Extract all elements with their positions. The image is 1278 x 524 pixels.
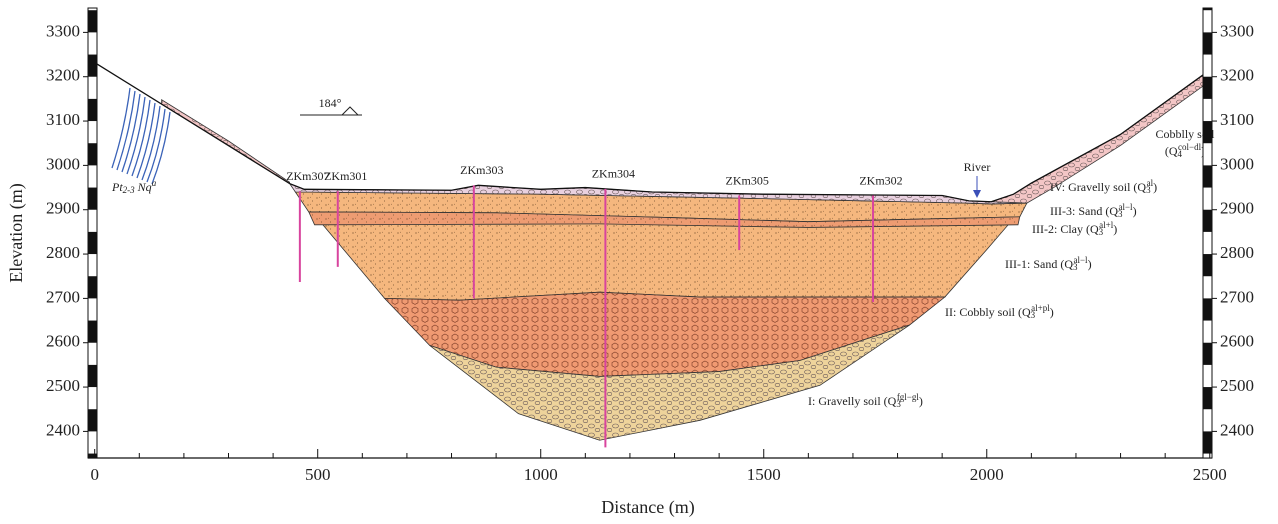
- borehole-label: ZKm304: [592, 167, 635, 181]
- label-part: fgl−gl: [897, 392, 920, 402]
- elevation-bar-block: [1203, 121, 1212, 143]
- elevation-bar-block: [1203, 210, 1212, 232]
- elevation-bar-block: [1203, 8, 1212, 10]
- elevation-bar-block: [88, 321, 97, 343]
- layer-label: II: Cobbly soil (Q3al+pl): [945, 303, 1054, 320]
- x-tick-label: 500: [305, 465, 331, 484]
- label-part: al−l: [1073, 255, 1088, 265]
- label-part: al+pl: [1031, 303, 1050, 313]
- label-part: al+l: [1099, 220, 1114, 230]
- elevation-bar-block: [1203, 254, 1212, 276]
- y-tick-label: 2900: [46, 199, 80, 218]
- y2-tick-label: 2700: [1220, 287, 1254, 306]
- elevation-bar-block: [88, 143, 97, 165]
- y2-tick-label: 3000: [1220, 154, 1254, 173]
- label-part: (Q: [1165, 144, 1178, 158]
- borehole-label: ZKm305: [726, 173, 769, 187]
- y2-tick-label: 3200: [1220, 66, 1254, 85]
- y2-tick-label: 2500: [1220, 376, 1254, 395]
- layer-label: I: Gravelly soil (Q3fgl−gl): [808, 392, 923, 409]
- x-tick-label: 2500: [1193, 465, 1227, 484]
- label-part: Pt: [111, 180, 123, 194]
- elevation-bar-block: [88, 365, 97, 387]
- y-tick-label: 2400: [46, 420, 80, 439]
- label-part: col−dl: [1178, 142, 1202, 152]
- layer-label: III-1: Sand (Q3al−l): [1005, 255, 1092, 272]
- elevation-bar-block: [88, 454, 97, 458]
- y2-tick-label: 3300: [1220, 21, 1254, 40]
- y-tick-label: 2800: [46, 243, 80, 262]
- x-axis-title: Distance (m): [601, 497, 694, 518]
- label-part: III-3: Sand (Q: [1050, 204, 1118, 218]
- layer-label: (Q4col−dl): [1165, 142, 1205, 159]
- elevation-bar-block: [1203, 32, 1212, 54]
- label-part: IV: Gravelly soil (Q: [1050, 180, 1146, 194]
- y2-tick-label: 2900: [1220, 199, 1254, 218]
- x-tick-label: 2000: [970, 465, 1004, 484]
- label-part: ): [1133, 204, 1137, 218]
- label-part: III-2: Clay (Q: [1032, 222, 1099, 236]
- direction-label: 184°: [319, 96, 342, 110]
- y2-tick-label: 2800: [1220, 243, 1254, 262]
- chart: 184° River Distance (m) Elevation (m) II…: [0, 0, 1278, 524]
- y-tick-label: 2500: [46, 376, 80, 395]
- y-tick-label: 3100: [46, 110, 80, 129]
- y2-tick-label: 2600: [1220, 332, 1254, 351]
- x-tick-label: 1000: [524, 465, 558, 484]
- label-part: 2-3: [123, 185, 135, 195]
- elevation-bar-block: [88, 188, 97, 210]
- river-label: River: [964, 160, 991, 174]
- layer-label: III-3: Sand (Q3al−l): [1050, 202, 1137, 219]
- label-part: a: [152, 178, 157, 188]
- elevation-bar-block: [88, 409, 97, 431]
- label-part: Nq: [135, 180, 152, 194]
- label-part: ): [1113, 222, 1117, 236]
- label-part: ): [1050, 305, 1054, 319]
- label-part: II: Cobbly soil (Q: [945, 305, 1031, 319]
- x-tick-label: 0: [90, 465, 99, 484]
- layer-label: IV: Gravelly soil (Q3al): [1050, 178, 1157, 195]
- elevation-bar-block: [88, 10, 97, 32]
- borehole-label: ZKm307: [286, 169, 329, 183]
- elevation-bar-block: [1203, 431, 1212, 453]
- label-part: III-1: Sand (Q: [1005, 257, 1073, 271]
- y-tick-label: 3300: [46, 21, 80, 40]
- label-part: ): [1088, 257, 1092, 271]
- elevation-bar-block: [1203, 77, 1212, 99]
- y-axis-title: Elevation (m): [6, 183, 27, 282]
- label-part: ): [1153, 180, 1157, 194]
- river-arrow: [973, 176, 981, 198]
- label-part: ): [919, 394, 923, 408]
- y-tick-label: 3000: [46, 154, 80, 173]
- bedrock-label: Pt2-3 Nqa: [111, 178, 157, 195]
- elevation-bar-block: [88, 99, 97, 121]
- elevation-bar-block: [1203, 343, 1212, 365]
- y-tick-label: 3200: [46, 66, 80, 85]
- borehole-label: ZKm302: [859, 173, 902, 187]
- label-part: I: Gravelly soil (Q: [808, 394, 897, 408]
- elevation-bar-block: [88, 55, 97, 77]
- elevation-bar-block: [1203, 298, 1212, 320]
- borehole-label: ZKm301: [324, 169, 367, 183]
- x-tick-label: 1500: [747, 465, 781, 484]
- label-part: al−l: [1118, 202, 1133, 212]
- elevation-bar-block: [1203, 165, 1212, 187]
- borehole-label: ZKm303: [460, 163, 503, 177]
- y-tick-label: 2700: [46, 287, 80, 306]
- layers: [162, 70, 1210, 440]
- y2-tick-label: 2400: [1220, 420, 1254, 439]
- elevation-bar-block: [1203, 387, 1212, 409]
- y2-tick-label: 3100: [1220, 110, 1254, 129]
- y-tick-label: 2600: [46, 332, 80, 351]
- layer-label: III-2: Clay (Q3al+l): [1032, 220, 1117, 237]
- elevation-bar-block: [88, 276, 97, 298]
- elevation-bar-block: [88, 232, 97, 254]
